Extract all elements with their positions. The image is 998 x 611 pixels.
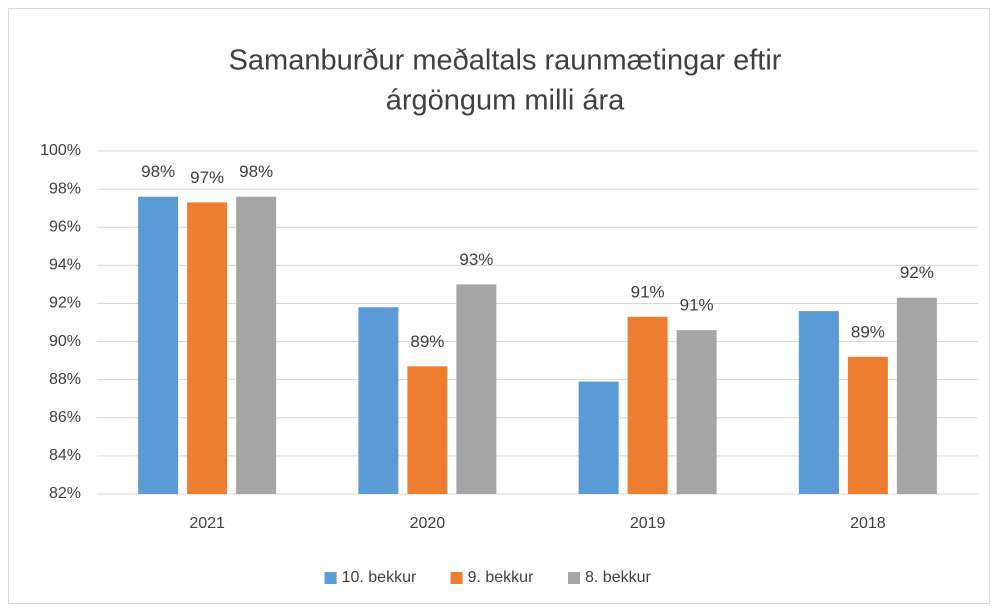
data-label: 98%	[141, 162, 175, 181]
data-label: 91%	[631, 282, 665, 301]
bar	[236, 196, 277, 494]
y-tick-label: 96%	[49, 218, 81, 235]
bar	[847, 356, 888, 494]
bar	[676, 330, 717, 494]
x-tick-label: 2019	[630, 515, 666, 532]
data-label: 91%	[680, 296, 714, 315]
bar	[407, 366, 448, 494]
data-label: 89%	[410, 332, 444, 351]
legend-label: 8. bekkur	[585, 569, 651, 586]
bar	[896, 297, 937, 494]
legend-swatch	[568, 572, 580, 584]
x-tick-label: 2020	[410, 515, 446, 532]
y-tick-label: 90%	[49, 333, 81, 350]
x-tick-label: 2021	[189, 515, 225, 532]
bar	[358, 307, 399, 494]
y-tick-label: 92%	[49, 295, 81, 312]
chart-title: árgöngum milli ára	[386, 85, 625, 117]
data-label: 97%	[190, 168, 224, 187]
legend-swatch	[450, 572, 463, 584]
y-tick-label: 86%	[49, 409, 81, 426]
legend-label: 9. bekkur	[468, 569, 534, 586]
y-tick-label: 100%	[40, 142, 81, 159]
y-tick-label: 94%	[49, 257, 81, 274]
data-label: 92%	[900, 263, 934, 282]
bar	[456, 284, 497, 494]
legend-swatch	[324, 572, 337, 584]
y-tick-label: 88%	[49, 371, 81, 388]
bar	[627, 316, 668, 494]
data-label: 89%	[851, 322, 885, 341]
x-tick-label: 2018	[850, 515, 886, 532]
data-label: 98%	[239, 162, 273, 181]
bar	[138, 196, 179, 494]
y-tick-label: 82%	[49, 485, 81, 502]
data-label: 93%	[459, 250, 493, 269]
y-tick-label: 84%	[49, 447, 81, 464]
y-tick-label: 98%	[49, 180, 81, 197]
legend-label: 10. bekkur	[342, 569, 417, 586]
bar	[578, 381, 619, 494]
bar	[798, 311, 839, 494]
chart-title: Samanburður meðaltals raunmætingar eftir	[229, 45, 782, 77]
bar	[187, 202, 228, 494]
